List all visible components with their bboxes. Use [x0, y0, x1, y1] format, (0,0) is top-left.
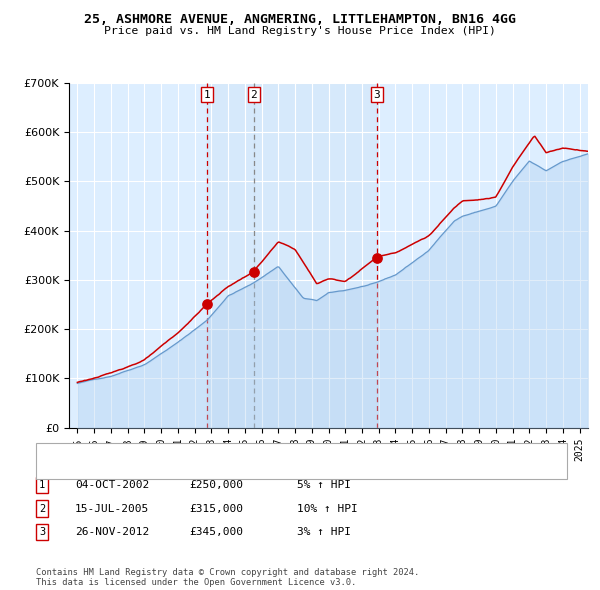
Text: Price paid vs. HM Land Registry's House Price Index (HPI): Price paid vs. HM Land Registry's House …	[104, 26, 496, 36]
Text: HPI: Average price, detached house, Arun: HPI: Average price, detached house, Arun	[75, 465, 310, 475]
Text: 25, ASHMORE AVENUE, ANGMERING, LITTLEHAMPTON, BN16 4GG (detached house): 25, ASHMORE AVENUE, ANGMERING, LITTLEHAM…	[75, 448, 492, 458]
Text: 3: 3	[374, 90, 380, 100]
Text: 04-OCT-2002: 04-OCT-2002	[75, 480, 149, 490]
Text: 15-JUL-2005: 15-JUL-2005	[75, 504, 149, 513]
Point	[372, 253, 382, 263]
Text: 3: 3	[39, 527, 45, 537]
Bar	[207, 83, 254, 428]
Text: £250,000: £250,000	[189, 480, 243, 490]
Bar	[254, 83, 377, 428]
Text: 25, ASHMORE AVENUE, ANGMERING, LITTLEHAMPTON, BN16 4GG: 25, ASHMORE AVENUE, ANGMERING, LITTLEHAM…	[84, 13, 516, 26]
Text: 1: 1	[204, 90, 211, 100]
Text: Contains HM Land Registry data © Crown copyright and database right 2024.
This d: Contains HM Land Registry data © Crown c…	[36, 568, 419, 587]
Text: 1: 1	[39, 480, 45, 490]
Text: 10% ↑ HPI: 10% ↑ HPI	[297, 504, 358, 513]
Text: 2: 2	[39, 504, 45, 513]
Text: 5% ↑ HPI: 5% ↑ HPI	[297, 480, 351, 490]
Text: £345,000: £345,000	[189, 527, 243, 537]
Text: 3% ↑ HPI: 3% ↑ HPI	[297, 527, 351, 537]
Text: 2: 2	[250, 90, 257, 100]
Point	[249, 268, 259, 277]
Text: £315,000: £315,000	[189, 504, 243, 513]
Point	[202, 300, 212, 309]
Text: 26-NOV-2012: 26-NOV-2012	[75, 527, 149, 537]
